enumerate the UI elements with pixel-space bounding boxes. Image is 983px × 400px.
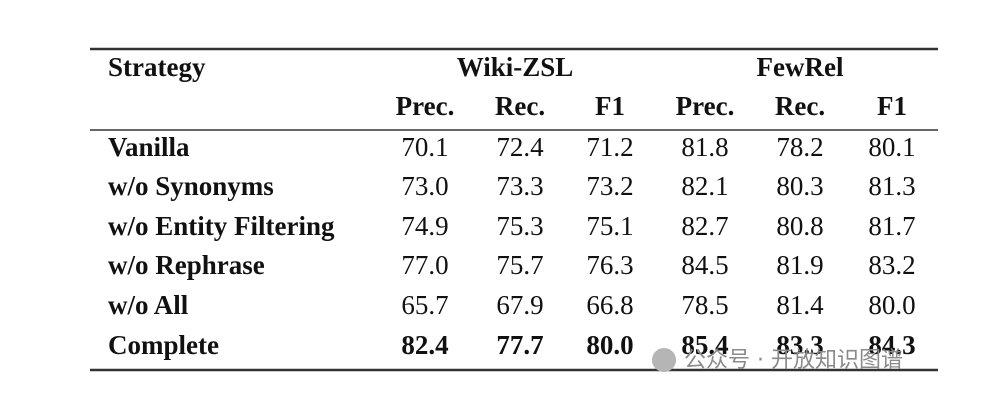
column-header: F1 (877, 91, 907, 121)
watermark: 公众号 · 开放知识图谱 (652, 348, 903, 373)
column-header: F1 (595, 91, 625, 121)
cell-value: 80.1 (868, 132, 915, 162)
cell-value: 80.0 (868, 290, 915, 320)
cell-value: 73.0 (401, 171, 448, 201)
cell-value: 81.3 (868, 171, 915, 201)
group-header: Wiki-ZSL (457, 52, 574, 82)
cell-value: 84.5 (681, 250, 728, 280)
cell-value: 75.7 (496, 250, 543, 280)
row-label: Complete (108, 330, 219, 360)
row-label: w/o Entity Filtering (108, 211, 335, 241)
cell-value: 81.4 (776, 290, 824, 320)
row-label: w/o Synonyms (108, 171, 274, 201)
header-strategy: Strategy (108, 52, 206, 82)
watermark-text: 公众号 · 开放知识图谱 (684, 348, 903, 373)
cell-value: 81.8 (681, 132, 728, 162)
cell-value: 80.3 (776, 171, 823, 201)
cell-value: 72.4 (496, 132, 544, 162)
cell-value: 73.2 (586, 171, 633, 201)
cell-value: 77.0 (401, 250, 448, 280)
cell-value: 82.1 (681, 171, 728, 201)
column-header: Prec. (676, 91, 735, 121)
cell-value: 84.3 (868, 330, 915, 360)
cell-value: 80.0 (586, 330, 633, 360)
column-header: Prec. (396, 91, 455, 121)
row-label: Vanilla (108, 132, 190, 162)
cell-value: 75.3 (496, 211, 543, 241)
cell-value: 66.8 (586, 290, 633, 320)
cell-value: 82.4 (401, 330, 448, 360)
cell-value: 65.7 (401, 290, 448, 320)
row-label: w/o All (108, 290, 189, 320)
cell-value: 80.8 (776, 211, 823, 241)
cell-value: 85.4 (681, 330, 728, 360)
group-header: FewRel (757, 52, 844, 82)
column-header: Rec. (495, 91, 545, 121)
cell-value: 82.7 (681, 211, 728, 241)
cell-value: 74.9 (401, 211, 448, 241)
cell-value: 71.2 (586, 132, 633, 162)
cell-value: 78.5 (681, 290, 728, 320)
cell-value: 76.3 (586, 250, 633, 280)
cell-value: 77.7 (496, 330, 543, 360)
cell-value: 83.3 (776, 330, 823, 360)
column-header: Rec. (775, 91, 825, 121)
cell-value: 70.1 (401, 132, 448, 162)
cell-value: 73.3 (496, 171, 543, 201)
cell-value: 81.7 (868, 211, 915, 241)
cell-value: 78.2 (776, 132, 823, 162)
cell-value: 75.1 (586, 211, 633, 241)
cell-value: 67.9 (496, 290, 543, 320)
cell-value: 81.9 (776, 250, 823, 280)
watermark-icon (652, 348, 676, 372)
row-label: w/o Rephrase (108, 250, 265, 280)
cell-value: 83.2 (868, 250, 915, 280)
